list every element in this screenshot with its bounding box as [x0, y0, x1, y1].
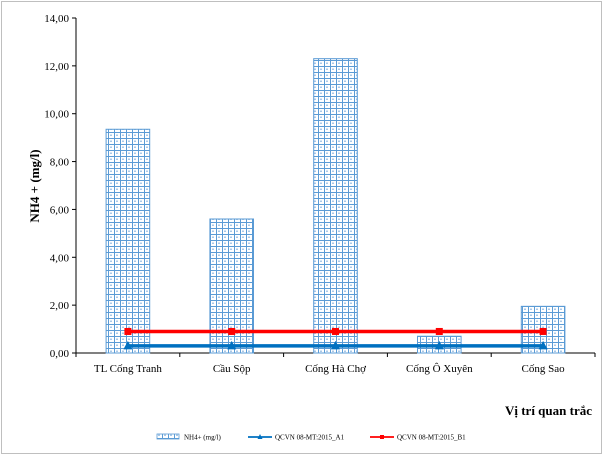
line-point — [123, 340, 133, 350]
x-tick-label: Cống Ô Xuyên — [406, 363, 473, 375]
x-axis-label: Vị trí quan trắc — [505, 403, 592, 418]
legend-label: NH4+ (mg/l) — [184, 434, 221, 442]
y-tick-label: 8,00 — [50, 157, 70, 169]
y-tick-label: 12,00 — [44, 61, 69, 73]
y-tick-label: 2,00 — [50, 300, 70, 312]
y-tick-label: 14,00 — [44, 13, 69, 25]
line-point — [331, 340, 340, 350]
x-tick-label: Cầu Sộp — [213, 363, 251, 375]
x-tick-label: TL Cống Tranh — [94, 363, 163, 375]
y-tick-label: 10,00 — [44, 109, 69, 121]
y-tick-labels: 0,00 2,00 4,00 6,00 8,00 10,00 12,00 14,00 — [44, 13, 76, 360]
x-tick-label: Cống Hà Chợ — [305, 363, 366, 375]
y-tick-label: 0,00 — [50, 348, 70, 360]
legend-label: QCVN 08-MT:2015_B1 — [397, 434, 466, 442]
line-point — [539, 327, 547, 335]
lines — [123, 327, 548, 350]
legend-label: QCVN 08-MT:2015_A1 — [275, 434, 345, 442]
x-tick-labels: TL Cống Tranh Cầu Sộp Cống Hà Chợ Cống Ô Xu… — [75, 353, 596, 375]
legend-marker — [257, 434, 263, 439]
line-point — [538, 340, 548, 350]
legend-marker — [380, 435, 384, 439]
y-axis-label: NH4 + (mg/l) — [27, 149, 42, 222]
legend-swatch — [156, 433, 180, 440]
x-tick-label: Cống Sao — [522, 363, 566, 375]
legend: NH4+ (mg/l) QCVN 08-MT:2015_A1 QCVN 08-MT:… — [156, 433, 466, 442]
line-point — [228, 327, 236, 335]
line-point — [434, 340, 444, 350]
bars — [105, 58, 566, 354]
bar — [313, 58, 358, 354]
y-tick-label: 4,00 — [50, 252, 70, 264]
y-tick-label: 6,00 — [50, 204, 70, 216]
line-point — [435, 327, 443, 335]
bar — [105, 128, 151, 354]
line-point — [332, 327, 339, 335]
line-point — [227, 340, 237, 350]
line-point — [124, 327, 132, 335]
